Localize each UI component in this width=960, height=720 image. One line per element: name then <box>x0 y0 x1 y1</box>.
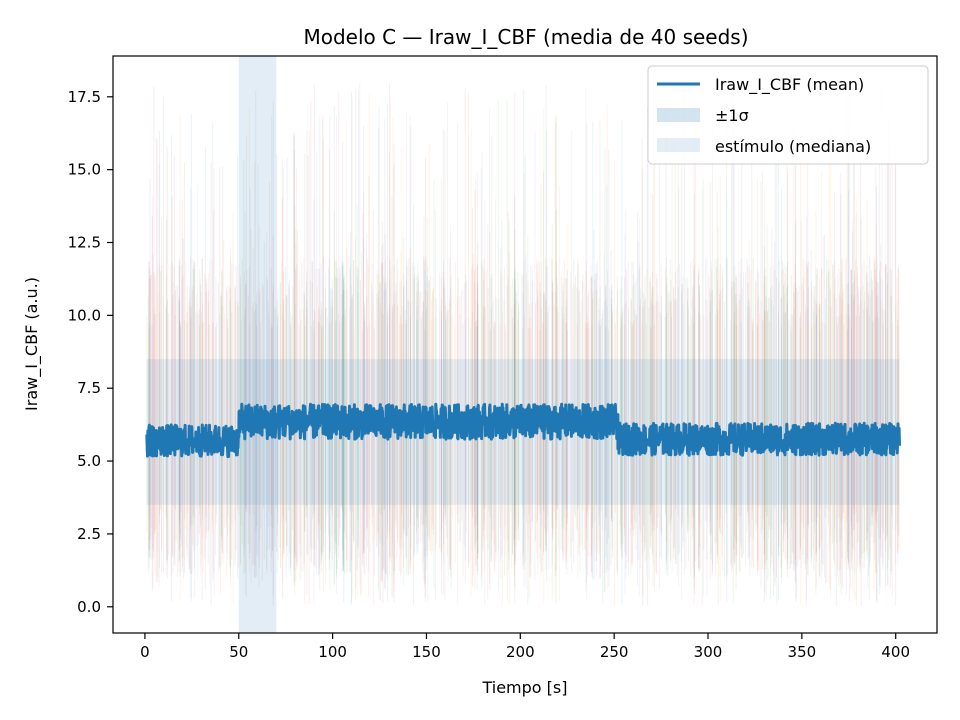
plot-frame <box>112 55 938 634</box>
y-tick-label: 12.5 <box>68 234 101 252</box>
y-tick-label: 5.0 <box>77 452 101 470</box>
mean-line <box>145 402 901 459</box>
legend: Iraw_I_CBF (mean) ±1σ estímulo (mediana) <box>647 65 929 165</box>
x-tick-label: 50 <box>229 643 248 661</box>
y-tick-label: 7.5 <box>77 379 101 397</box>
x-tick-label: 300 <box>694 643 723 661</box>
x-tick-label: 350 <box>788 643 817 661</box>
x-tick-label: 200 <box>506 643 535 661</box>
x-tick-label: 100 <box>318 643 347 661</box>
x-tick-label: 150 <box>412 643 441 661</box>
legend-stimulus-label: estímulo (mediana) <box>715 137 871 156</box>
legend-mean-label: Iraw_I_CBF (mean) <box>715 75 864 95</box>
y-axis: 0.0 2.5 5.0 7.5 10.0 12.5 15.0 17.5 <box>68 88 113 616</box>
x-tick-label: 250 <box>600 643 629 661</box>
y-tick-label: 10.0 <box>68 306 101 324</box>
y-tick-label: 15.0 <box>68 161 101 179</box>
y-axis-label: Iraw_I_CBF (a.u.) <box>22 277 42 411</box>
chart-title: Modelo C — Iraw_I_CBF (media de 40 seeds… <box>303 25 748 49</box>
seed-traces <box>146 82 900 607</box>
legend-band-swatch <box>657 108 700 122</box>
legend-stimulus-swatch <box>657 138 700 152</box>
x-tick-label: 0 <box>140 643 150 661</box>
x-tick-label: 400 <box>881 643 910 661</box>
plot-area <box>145 56 901 633</box>
y-tick-label: 0.0 <box>77 598 101 616</box>
legend-frame <box>647 65 929 165</box>
x-axis-label: Tiempo [s] <box>481 678 567 697</box>
stimulus-span <box>238 56 277 633</box>
y-tick-label: 17.5 <box>68 88 101 106</box>
legend-band-label: ±1σ <box>715 106 749 125</box>
y-tick-label: 2.5 <box>77 525 101 543</box>
x-axis: 0 50 100 150 200 250 300 350 400 <box>140 633 910 661</box>
